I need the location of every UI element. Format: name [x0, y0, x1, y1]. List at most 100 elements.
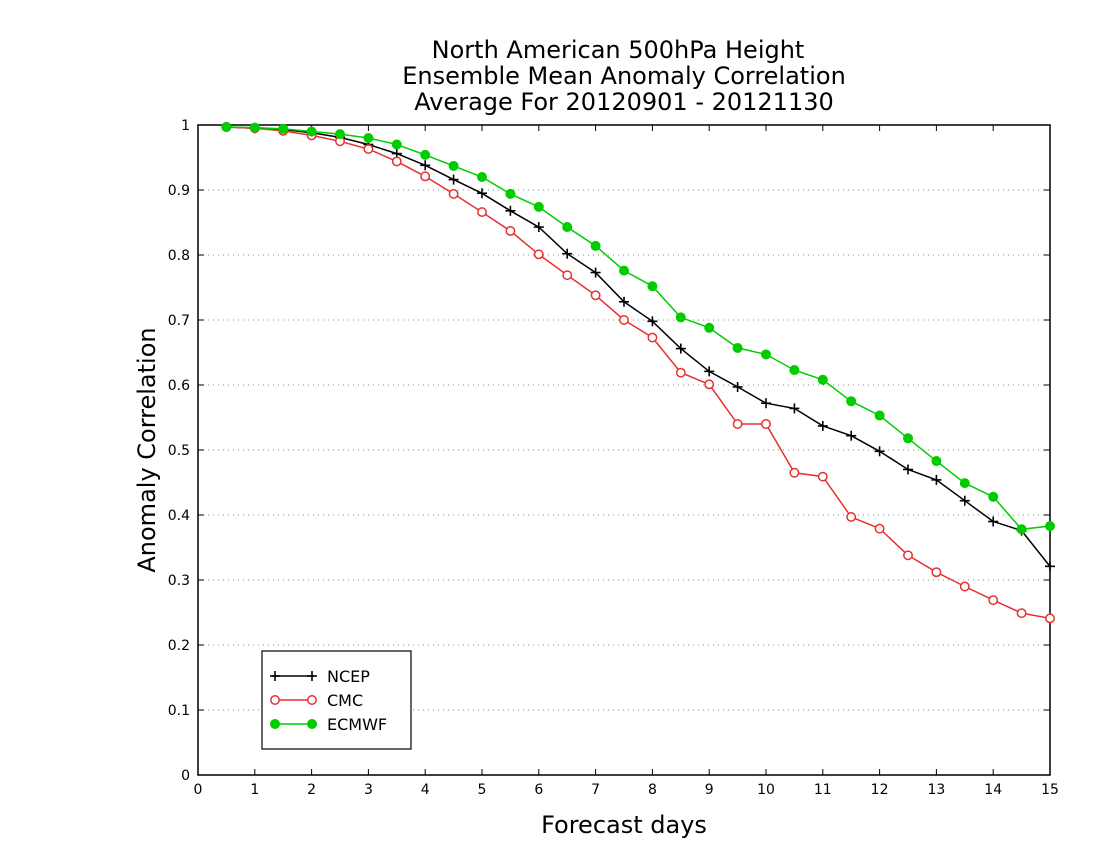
x-tick-label: 10: [757, 782, 775, 798]
data-point-ecmwf: [959, 478, 970, 489]
data-point-ecmwf: [335, 129, 345, 140]
data-point-cmc: [675, 367, 686, 378]
legend-marker: [307, 719, 317, 729]
series-line-ncep: [226, 126, 1051, 567]
data-point-cmc: [448, 188, 459, 199]
y-axis-label: Anomaly Correlation: [133, 327, 161, 572]
y-tick-label: 0.4: [168, 508, 190, 524]
data-point-ncep: [988, 516, 999, 527]
series-line-cmc: [226, 126, 1051, 620]
y-tick-label: 0.7: [168, 313, 190, 329]
series-cmc: [221, 122, 1055, 624]
data-point-ecmwf: [704, 322, 715, 333]
data-point-ecmwf: [988, 491, 999, 502]
data-point-ncep: [562, 248, 573, 259]
data-point-ecmwf: [647, 281, 658, 292]
y-tick-label: 0.9: [168, 183, 190, 199]
legend-label: NCEP: [327, 667, 370, 686]
legend-item-ecmwf: ECMWF: [270, 715, 387, 734]
y-tick-label: 0.8: [168, 248, 190, 264]
x-tick-label: 14: [984, 782, 1002, 798]
data-point-cmc: [874, 523, 885, 534]
x-tick-label: 11: [814, 782, 832, 798]
y-tick-label: 0.1: [168, 703, 190, 719]
data-point-ncep: [959, 495, 970, 506]
data-point-ecmwf: [931, 456, 942, 467]
x-tick-label: 15: [1041, 782, 1059, 798]
legend-label: CMC: [327, 691, 363, 710]
data-point-ecmwf: [363, 133, 374, 143]
data-point-ecmwf: [619, 265, 629, 276]
data-point-cmc: [817, 471, 828, 482]
data-point-ncep: [789, 403, 800, 414]
x-tick-label: 5: [478, 782, 487, 798]
data-point-ncep: [704, 366, 715, 377]
y-tick-label: 0.6: [168, 378, 190, 394]
series-layer: [221, 121, 1055, 624]
y-tick-label: 0.3: [168, 573, 190, 589]
x-tick-label: 1: [250, 782, 259, 798]
data-point-cmc: [789, 467, 800, 478]
data-point-ecmwf: [391, 139, 402, 150]
data-point-cmc: [647, 332, 658, 343]
data-point-cmc: [704, 379, 715, 390]
y-tick-label: 0: [181, 768, 190, 784]
data-point-cmc: [903, 550, 913, 561]
data-point-cmc: [533, 249, 544, 260]
data-point-ncep: [619, 296, 629, 307]
data-point-ncep: [846, 430, 857, 441]
x-tick-label: 4: [421, 782, 430, 798]
data-point-ecmwf: [477, 172, 487, 182]
data-point-ncep: [448, 174, 459, 185]
legend-marker: [270, 671, 280, 681]
data-point-cmc: [846, 512, 857, 522]
legend-marker: [307, 695, 317, 705]
data-point-ecmwf: [1016, 524, 1027, 535]
x-tick-label: 2: [307, 782, 316, 798]
data-point-ecmwf: [874, 410, 885, 421]
data-point-ncep: [647, 316, 658, 327]
x-tick-label: 9: [705, 782, 714, 798]
data-point-ecmwf: [448, 160, 459, 171]
title-line-2: Ensemble Mean Anomaly Correlation: [402, 62, 846, 90]
x-tick-label: 7: [591, 782, 600, 798]
data-point-ecmwf: [817, 374, 828, 385]
data-point-ecmwf: [761, 349, 771, 360]
x-tick-label: 13: [927, 782, 945, 798]
data-point-ncep: [903, 464, 913, 475]
data-point-ecmwf: [846, 396, 857, 407]
legend-label: ECMWF: [327, 715, 387, 734]
data-point-ncep: [533, 222, 544, 233]
data-point-ecmwf: [306, 126, 317, 137]
legend-item-ncep: NCEP: [270, 667, 370, 686]
data-point-cmc: [959, 581, 970, 592]
data-point-ncep: [817, 420, 828, 431]
series-ncep: [221, 121, 1055, 572]
data-point-ncep: [1045, 561, 1055, 572]
data-point-ncep: [874, 446, 885, 457]
x-tick-label: 6: [534, 782, 543, 798]
data-point-ncep: [732, 381, 743, 392]
data-point-ecmwf: [533, 201, 544, 212]
data-point-ecmwf: [505, 188, 516, 199]
ticks: 00.10.20.30.40.50.60.70.80.910 1 2 3 4 5 6 7 8 9 1…: [168, 118, 1059, 798]
data-point-ncep: [505, 205, 516, 216]
y-tick-label: 0.2: [168, 638, 190, 654]
data-point-ecmwf: [221, 121, 232, 132]
y-tick-label: 0.5: [168, 443, 190, 459]
data-point-ncep: [477, 188, 487, 199]
data-point-cmc: [1045, 613, 1055, 624]
y-tick-label: 1: [181, 118, 190, 134]
data-point-ecmwf: [789, 365, 800, 376]
data-point-ncep: [590, 267, 601, 278]
data-point-cmc: [988, 595, 999, 606]
data-point-cmc: [761, 419, 771, 429]
data-point-cmc: [619, 315, 629, 325]
data-point-ecmwf: [562, 222, 573, 233]
data-point-cmc: [562, 270, 573, 281]
data-point-cmc: [420, 171, 431, 182]
legend: NCEP CMC ECMWF: [261, 650, 412, 750]
x-tick-label: 12: [871, 782, 889, 798]
legend-item-cmc: CMC: [270, 691, 363, 710]
data-point-cmc: [931, 567, 942, 578]
